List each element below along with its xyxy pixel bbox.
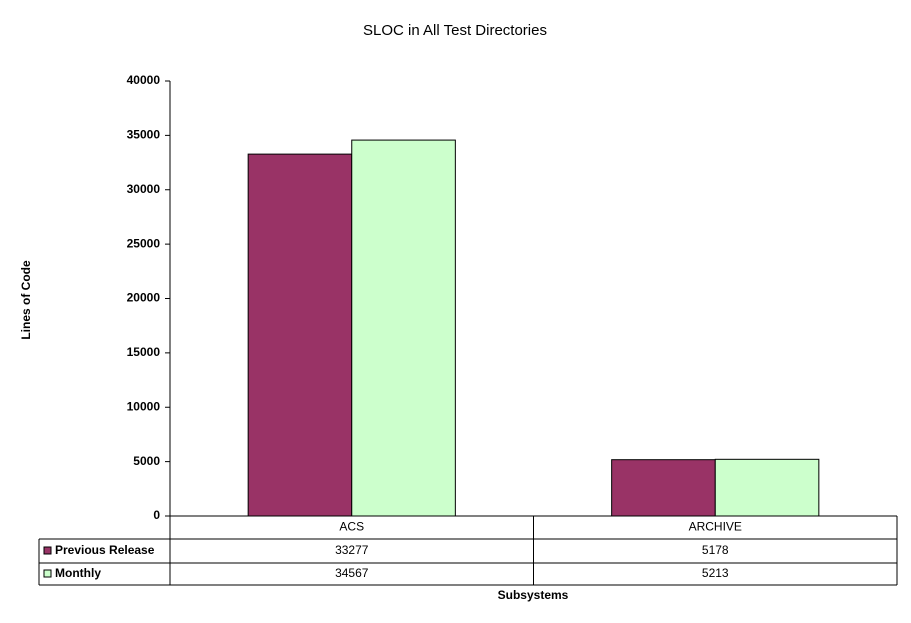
bar: [351, 139, 456, 517]
table-value: 5213: [702, 566, 729, 580]
bar: [714, 458, 820, 517]
legend-key: [43, 546, 52, 555]
y-tick-label: 10000: [127, 399, 161, 413]
legend-label: Monthly: [55, 566, 101, 580]
y-tick-label: 25000: [127, 236, 161, 250]
table-value: 5178: [702, 543, 729, 557]
bar: [247, 153, 353, 517]
chart-title: SLOC in All Test Directories: [363, 22, 547, 39]
y-axis-label: Lines of Code: [19, 260, 33, 340]
y-tick-label: 35000: [127, 128, 161, 142]
bar: [611, 459, 716, 517]
x-tick-label: ACS: [339, 520, 364, 534]
x-tick-label: ARCHIVE: [689, 520, 742, 534]
y-tick-label: 15000: [127, 345, 161, 359]
legend-label: Previous Release: [55, 543, 155, 557]
legend-key: [43, 569, 52, 578]
y-tick-label: 5000: [133, 454, 160, 468]
y-tick-label: 0: [153, 508, 160, 522]
y-tick-label: 20000: [127, 291, 161, 305]
y-tick-label: 30000: [127, 182, 161, 196]
table-value: 34567: [335, 566, 369, 580]
y-tick-label: 40000: [127, 73, 161, 87]
table-value: 33277: [335, 543, 369, 557]
x-axis-label: Subsystems: [498, 588, 569, 602]
